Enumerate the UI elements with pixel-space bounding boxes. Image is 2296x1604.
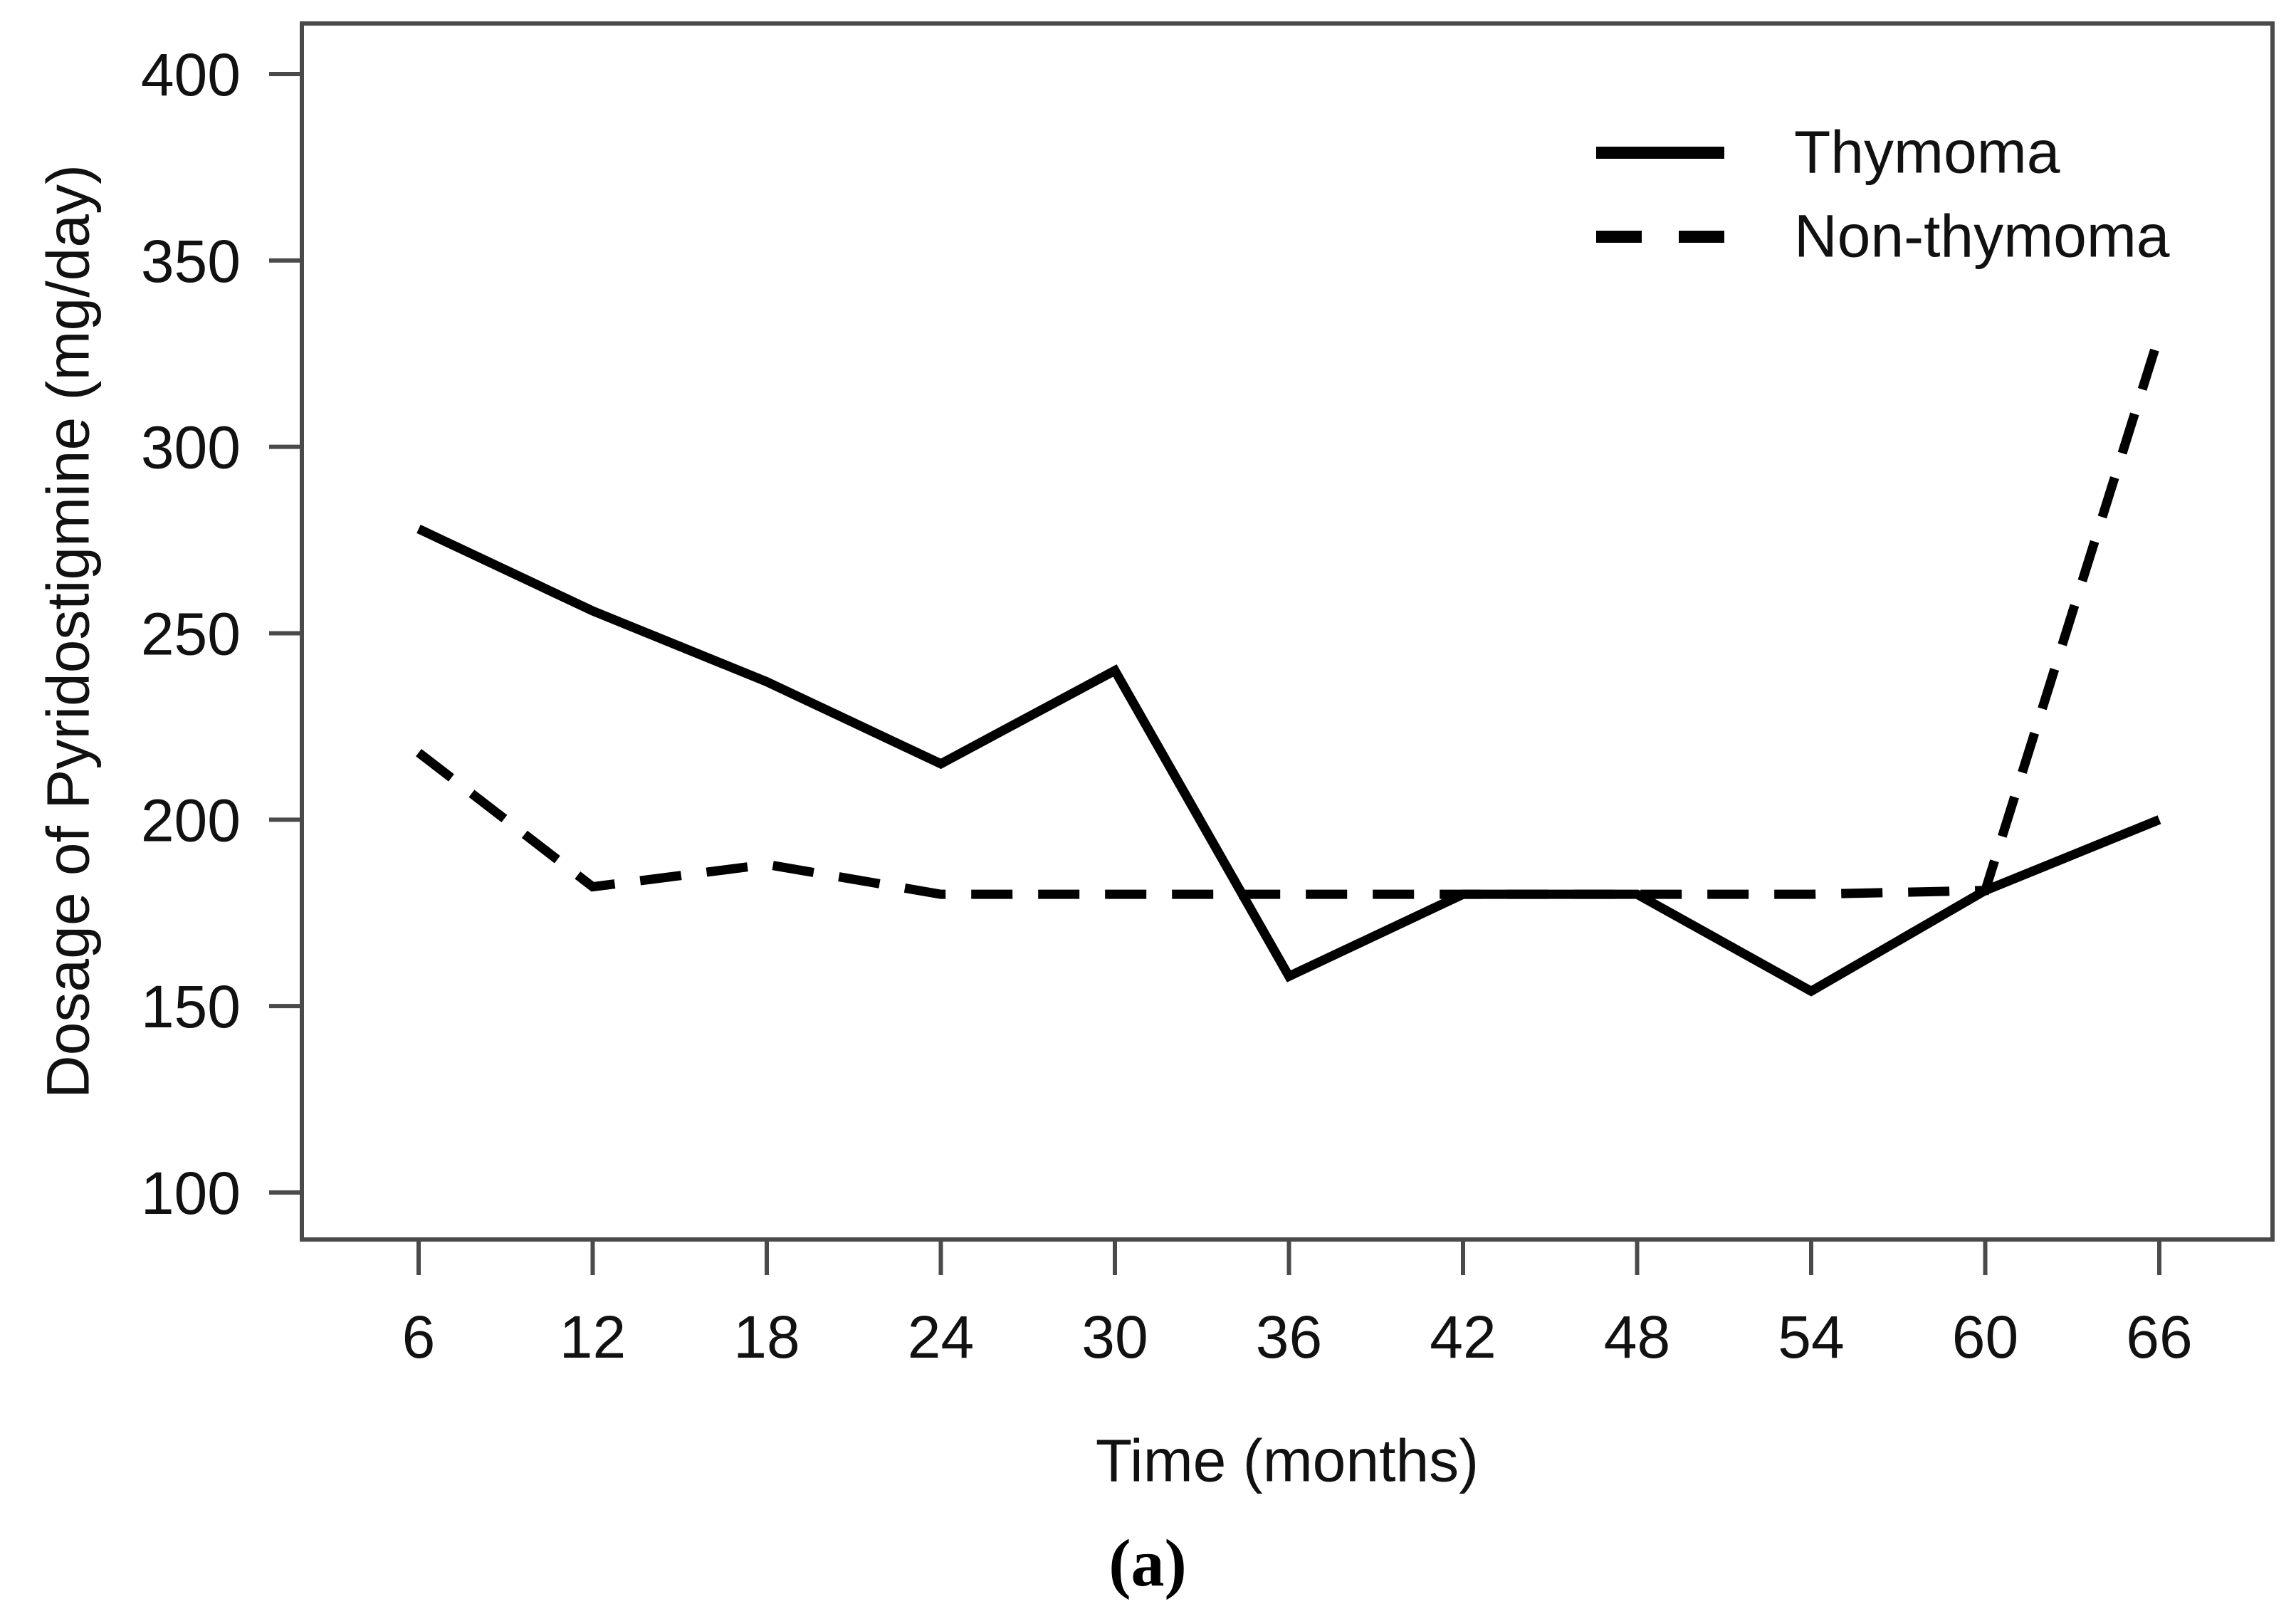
x-axis-tick-label: 36 [1256,1304,1322,1370]
x-axis-tick-label: 48 [1604,1304,1670,1370]
y-axis-tick-label: 100 [141,1160,241,1227]
y-axis-tick-label: 400 [141,41,241,108]
legend-label-non-thymoma: Non-thymoma [1794,202,2170,270]
y-axis-tick-label: 350 [141,228,241,295]
x-axis-tick-label: 18 [733,1304,800,1370]
x-axis-tick-label: 24 [908,1304,974,1370]
y-axis-tick-label: 200 [141,787,241,854]
legend-label-thymoma: Thymoma [1794,118,2060,186]
series-line-thymoma [416,525,2161,997]
legend-solid-line-icon [1596,146,1724,159]
y-axis-title: Dosage of Pyridostigmine (mg/day) [34,164,102,1099]
y-axis-tick-label: 150 [141,973,241,1040]
x-axis-title: Time (months) [1095,1427,1479,1494]
x-axis-tick-label: 60 [1952,1304,2018,1370]
x-axis-tick-label: 66 [2126,1304,2192,1370]
y-axis-tick-label: 300 [141,414,241,481]
x-axis-tick-label: 30 [1081,1304,1148,1370]
x-axis-tick-label: 42 [1430,1304,1496,1370]
x-axis-tick-label: 54 [1778,1304,1844,1370]
legend-dashed-line-icon [1596,230,1724,243]
figure-caption: (a) [1108,1526,1187,1600]
x-axis-tick-label: 12 [560,1304,626,1370]
legend-item-non-thymoma: Non-thymoma [1596,202,2170,271]
y-axis-tick-label: 250 [141,600,241,667]
series-line-non-thymoma [416,333,2164,899]
legend-item-thymoma: Thymoma [1596,118,2060,187]
x-axis-tick-label: 6 [402,1304,436,1370]
